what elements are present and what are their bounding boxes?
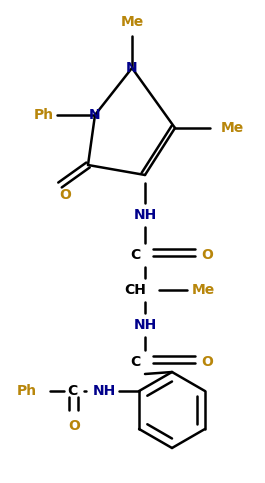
Text: Me: Me bbox=[191, 283, 215, 297]
Text: O: O bbox=[68, 419, 80, 433]
Text: Ph: Ph bbox=[34, 108, 54, 122]
Text: C: C bbox=[130, 248, 140, 262]
Text: Me: Me bbox=[220, 121, 244, 135]
Text: CH: CH bbox=[124, 283, 146, 297]
Text: O: O bbox=[59, 188, 71, 202]
Text: C: C bbox=[130, 355, 140, 369]
Text: NH: NH bbox=[133, 318, 157, 332]
Text: N: N bbox=[126, 61, 138, 75]
Text: NH: NH bbox=[92, 384, 116, 398]
Text: NH: NH bbox=[133, 208, 157, 222]
Text: Me: Me bbox=[120, 15, 144, 29]
Text: O: O bbox=[201, 355, 213, 369]
Text: Ph: Ph bbox=[17, 384, 37, 398]
Text: O: O bbox=[201, 248, 213, 262]
Text: N: N bbox=[89, 108, 101, 122]
Text: C: C bbox=[67, 384, 77, 398]
